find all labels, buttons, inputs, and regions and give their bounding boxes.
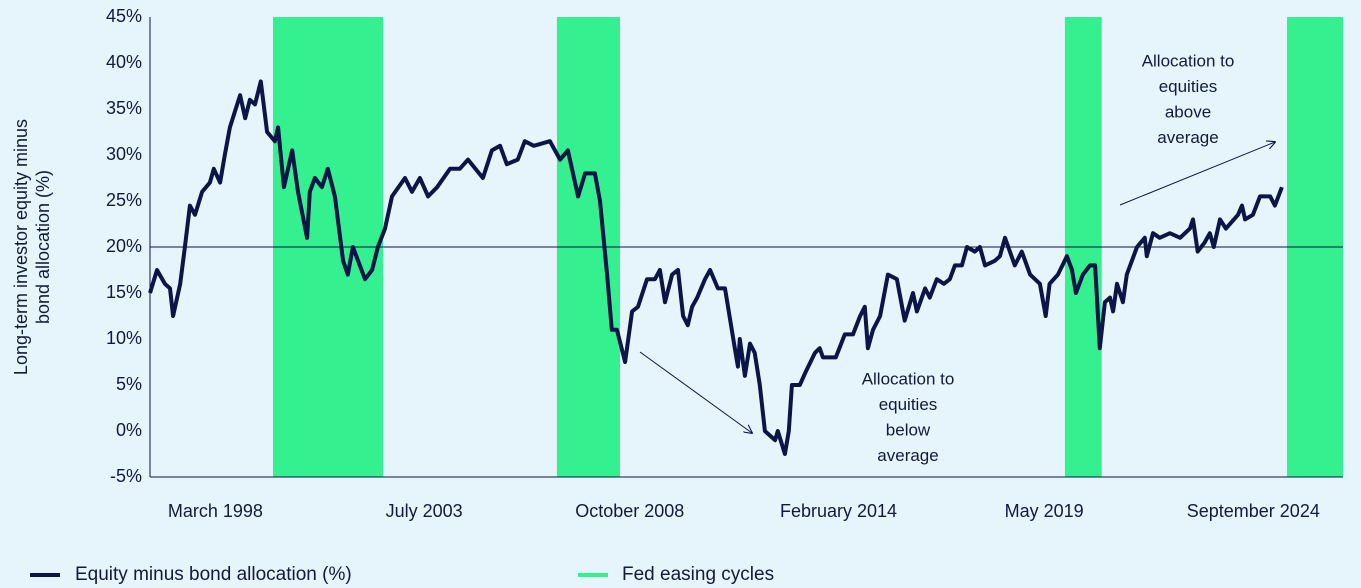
x-tick-label: July 2003 bbox=[386, 501, 463, 521]
y-tick-label: 45% bbox=[106, 6, 142, 26]
y-axis-title: Long-term investor equity minus bbox=[11, 119, 31, 375]
annotation-arrow bbox=[1119, 142, 1275, 206]
legend-label: Equity minus bond allocation (%) bbox=[75, 564, 352, 585]
annotation-arrow bbox=[639, 351, 752, 433]
y-tick-label: 10% bbox=[106, 328, 142, 348]
y-tick-label: 15% bbox=[106, 282, 142, 302]
data-line bbox=[148, 79, 1284, 456]
y-tick-label: 5% bbox=[116, 374, 142, 394]
y-tick-label: 20% bbox=[106, 236, 142, 256]
legend-label: Fed easing cycles bbox=[622, 564, 774, 585]
x-tick-label: October 2008 bbox=[575, 501, 684, 521]
annotation: above bbox=[1165, 102, 1211, 121]
annotation: equities bbox=[879, 395, 938, 414]
y-tick-label: -5% bbox=[110, 466, 142, 486]
y-tick-label: 0% bbox=[116, 420, 142, 440]
y-tick-label: 40% bbox=[106, 52, 142, 72]
x-tick-label: May 2019 bbox=[1005, 501, 1084, 521]
annotation: Allocation to bbox=[862, 369, 955, 388]
annotation: equities bbox=[1159, 77, 1218, 96]
annotation: Allocation to bbox=[1142, 51, 1235, 70]
y-axis-title: bond allocation (%) bbox=[33, 170, 53, 324]
x-tick-label: February 2014 bbox=[780, 501, 897, 521]
annotation: average bbox=[1157, 128, 1218, 147]
annotation: below bbox=[886, 420, 931, 439]
y-tick-label: 25% bbox=[106, 190, 142, 210]
x-tick-label: March 1998 bbox=[168, 501, 263, 521]
x-tick-label: September 2024 bbox=[1187, 501, 1320, 521]
annotation: average bbox=[877, 446, 938, 465]
y-tick-label: 35% bbox=[106, 98, 142, 118]
y-tick-label: 30% bbox=[106, 144, 142, 164]
